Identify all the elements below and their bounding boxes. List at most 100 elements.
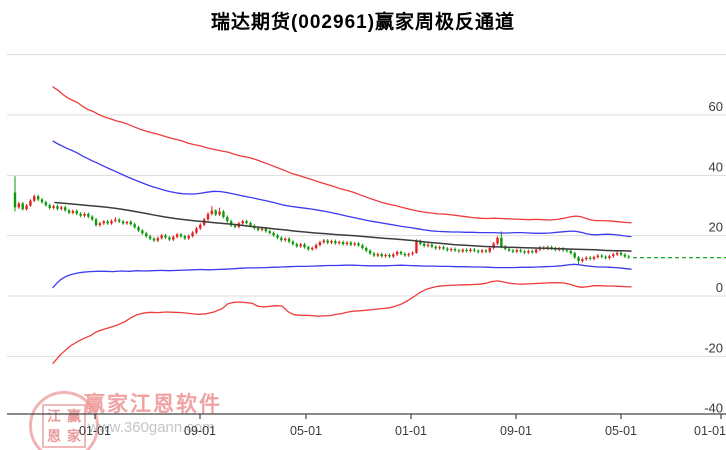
candle-body (507, 248, 511, 251)
watermark-seal-char: 家 (67, 428, 81, 444)
candle-body (399, 251, 403, 254)
candle-body (434, 246, 437, 249)
candle-body (75, 210, 78, 214)
candle-body (392, 254, 395, 257)
candle-body (411, 252, 414, 255)
candle-body (569, 251, 573, 254)
candle-body (303, 244, 306, 248)
candle-body (214, 210, 217, 215)
candle-body (137, 227, 140, 231)
candle-body (141, 230, 144, 234)
candle-body (338, 242, 341, 244)
candle-body (395, 251, 399, 255)
candle-body (91, 216, 94, 220)
candle-body (469, 249, 472, 252)
candle-body (461, 249, 464, 252)
candle-body (63, 207, 67, 211)
candle-body (619, 252, 623, 255)
candle-body (60, 207, 63, 209)
watermark-seal-logo: 江 赢 恩 家 (29, 391, 99, 450)
candle-body (106, 221, 109, 224)
candle-body (40, 199, 44, 203)
x-tick-label: 09-01 (184, 424, 216, 438)
candle-body (164, 235, 167, 238)
candle-body (376, 254, 380, 256)
candle-body (334, 241, 337, 244)
candle-body (511, 250, 515, 252)
candle-body (604, 256, 607, 258)
candle-body (623, 254, 627, 257)
candle-body (403, 253, 407, 256)
candle-body (519, 250, 522, 252)
candle-body (25, 205, 28, 210)
candle-body (102, 221, 105, 224)
candle-body (419, 241, 422, 244)
candle-body (229, 221, 233, 226)
candle-body (480, 250, 484, 252)
candle-body (118, 219, 121, 222)
candle-body (56, 206, 59, 209)
x-tick-label: 09-01 (500, 424, 532, 438)
candle-body (191, 232, 194, 236)
candle-body (156, 238, 160, 241)
y-tick-label: 60 (709, 99, 723, 114)
x-tick-label: 05-01 (290, 424, 322, 438)
candle-body (179, 234, 183, 237)
candle-body (326, 240, 329, 243)
candle-body (129, 221, 132, 225)
candle-body (534, 249, 538, 253)
candle-body (187, 235, 190, 239)
candle-body (565, 250, 569, 252)
candle-body (500, 237, 503, 247)
candle-body (407, 254, 410, 256)
candle-body (318, 242, 322, 246)
candle-body (268, 231, 271, 233)
x-tick-label: 01-01 (395, 424, 427, 438)
y-tick-label: 40 (709, 159, 723, 174)
candle-body (33, 196, 36, 201)
candle-body (295, 244, 298, 247)
candle-body (527, 251, 530, 253)
candle-body (172, 236, 175, 240)
candle-body (249, 222, 252, 226)
candle-body (465, 249, 468, 252)
candle-body (260, 228, 264, 230)
candle-body (199, 224, 202, 229)
candle-body (422, 243, 426, 246)
candle-body (79, 213, 82, 216)
candle-body (415, 241, 418, 253)
candle-body (145, 233, 148, 237)
candle-body (21, 203, 24, 210)
candle-body (353, 243, 356, 245)
candle-body (596, 255, 600, 258)
x-tick-label: 01-01 (79, 424, 111, 438)
candle-body (233, 225, 237, 227)
candle-body (222, 211, 225, 217)
candle-body (515, 250, 518, 252)
candle-body (17, 203, 21, 208)
candle-body (36, 196, 40, 200)
series-extreme-upper-red (52, 86, 632, 224)
candle-body (608, 256, 611, 258)
candle-body (44, 202, 48, 206)
candle-body (357, 243, 360, 246)
watermark-seal-char: 江 (47, 408, 61, 424)
y-tick-label: -20 (704, 340, 723, 355)
watermark-seal-char: 恩 (47, 428, 61, 444)
candle-body (152, 238, 156, 241)
candle-body (114, 219, 117, 221)
candle-body (168, 237, 171, 240)
candle-body (496, 237, 499, 244)
candle-body (29, 200, 32, 206)
candle-body (183, 236, 187, 239)
candle-body (442, 247, 445, 249)
candle-body (256, 228, 260, 230)
watermark-seal-char: 赢 (67, 408, 81, 424)
candle-body (449, 248, 453, 251)
candle-body (457, 250, 461, 252)
candle-body (226, 216, 229, 222)
candle-body (372, 253, 376, 256)
candle-body (600, 255, 603, 257)
